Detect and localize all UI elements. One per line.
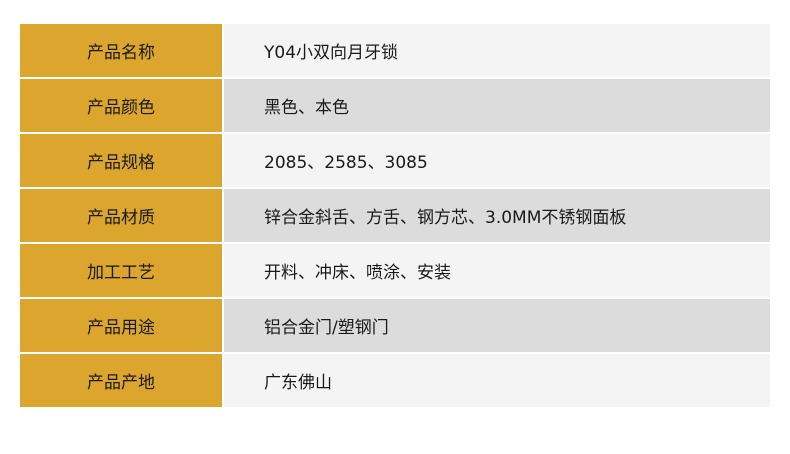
table-row-process: 加工工艺 开料、冲床、喷涂、安装 — [20, 244, 770, 297]
row-value: 广东佛山 — [224, 354, 770, 407]
table-row-material: 产品材质 锌合金斜舌、方舌、钢方芯、3.0MM不锈钢面板 — [20, 189, 770, 242]
row-label: 产品名称 — [20, 24, 222, 77]
row-label: 产品产地 — [20, 354, 222, 407]
row-label: 产品材质 — [20, 189, 222, 242]
row-value: 黑色、本色 — [224, 79, 770, 132]
row-label: 产品用途 — [20, 299, 222, 352]
table-row-origin: 产品产地 广东佛山 — [20, 354, 770, 407]
product-spec-table: 产品名称 Y04小双向月牙锁 产品颜色 黑色、本色 产品规格 2085、2585… — [20, 24, 770, 409]
table-row-color: 产品颜色 黑色、本色 — [20, 79, 770, 132]
row-value: 锌合金斜舌、方舌、钢方芯、3.0MM不锈钢面板 — [224, 189, 770, 242]
row-label: 产品规格 — [20, 134, 222, 187]
row-label: 产品颜色 — [20, 79, 222, 132]
row-label: 加工工艺 — [20, 244, 222, 297]
table-row-usage: 产品用途 铝合金门/塑钢门 — [20, 299, 770, 352]
table-row-name: 产品名称 Y04小双向月牙锁 — [20, 24, 770, 77]
row-value: 铝合金门/塑钢门 — [224, 299, 770, 352]
row-value: 开料、冲床、喷涂、安装 — [224, 244, 770, 297]
row-value: 2085、2585、3085 — [224, 134, 770, 187]
row-value: Y04小双向月牙锁 — [224, 24, 770, 77]
table-row-spec: 产品规格 2085、2585、3085 — [20, 134, 770, 187]
